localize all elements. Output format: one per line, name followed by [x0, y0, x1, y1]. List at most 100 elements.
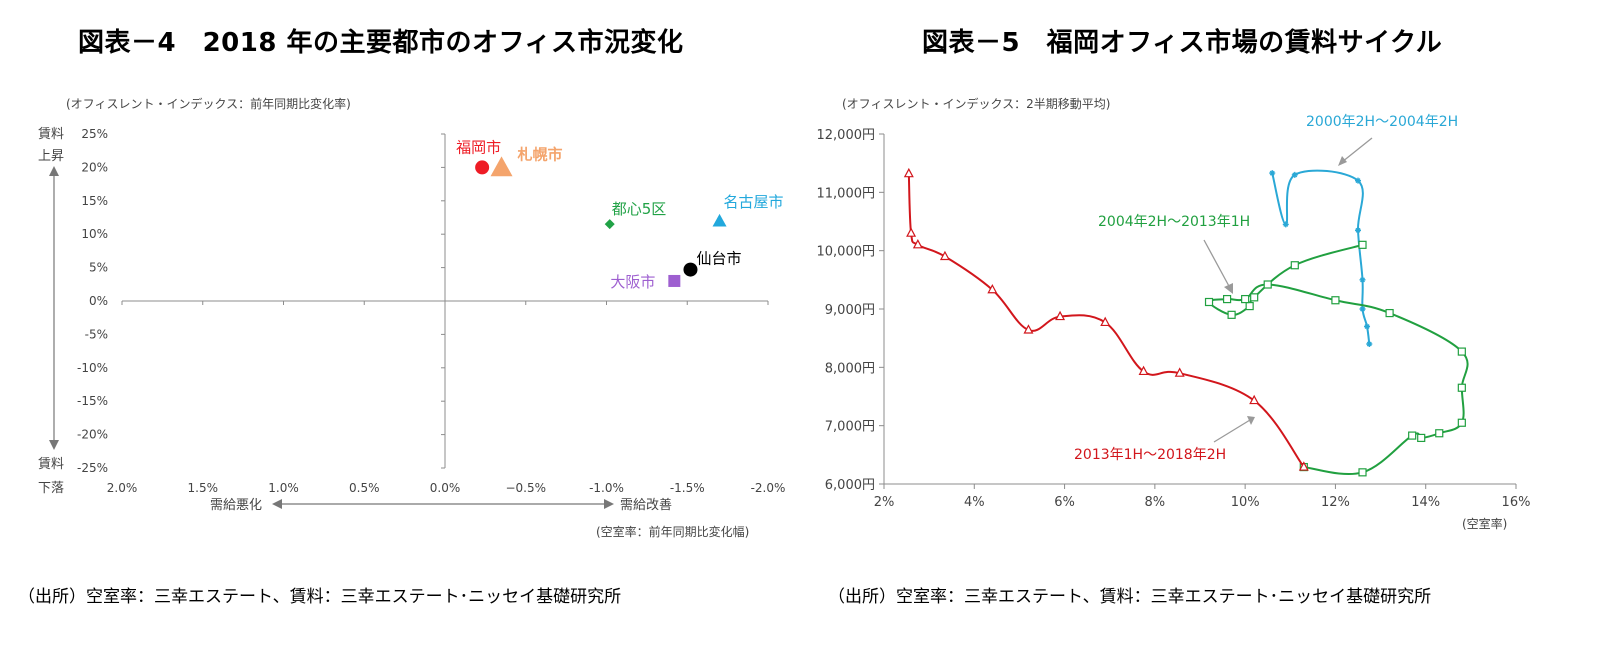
point-circle [475, 160, 490, 175]
data-point-asterisk [1355, 177, 1361, 184]
x-tick-label: 8% [1145, 495, 1166, 510]
data-point-square [1457, 418, 1466, 427]
data-point-asterisk [1359, 276, 1366, 283]
arrow-right-head [604, 499, 614, 509]
data-point-triangle [903, 167, 914, 178]
rent-cycle-line-chart: (オフィスレント・インデックス：2半期移動平均) (空室率) 6,000円 7,000… [817, 96, 1531, 531]
y-tick-label: -5% [85, 327, 108, 341]
x-tick-label: 1.5% [188, 481, 219, 495]
arrow-left-head [272, 499, 282, 509]
data-point-triangle [1249, 394, 1260, 405]
annotation-label-2004-2013: 2004年2H～2013年1H [1098, 214, 1250, 230]
point-square [668, 274, 681, 287]
x-tick-label: 16% [1502, 495, 1531, 510]
data-point-square [1408, 431, 1417, 440]
y-axis-title: (オフィスレント・インデックス：2半期移動平均) [842, 96, 1110, 111]
x-tick-label: 2.0% [107, 481, 138, 495]
y-tick-label: 7,000円 [825, 420, 875, 435]
right-source-note: （出所）空室率：三幸エステート、賃料：三幸エステート･ニッセイ基礎研究所 [828, 587, 1432, 607]
point-triangle [712, 213, 727, 227]
data-point-asterisk [1291, 171, 1298, 178]
data-point-triangle [912, 239, 923, 249]
y-tick-label: -20% [77, 428, 108, 442]
annotation-label-2000-2004: 2000年2H～2004年2H [1306, 114, 1458, 130]
data-point-square [1263, 280, 1272, 289]
data-point-square [1358, 468, 1367, 477]
x-tick-label: 10% [1231, 495, 1260, 510]
y-tick-label: -25% [77, 461, 108, 475]
annotation-arrow-2000-2004 [1341, 137, 1373, 163]
data-point-asterisk [1355, 227, 1361, 234]
data-point-square [1204, 297, 1214, 307]
rent-down-label-bottom: 下落 [38, 481, 64, 496]
data-point-triangle [939, 250, 950, 261]
data-point-triangle [1100, 316, 1111, 327]
data-point-asterisk [1359, 306, 1366, 312]
y-tick-label: 9,000円 [825, 303, 875, 318]
data-point-asterisk [1269, 170, 1276, 177]
y-tick-label: 11,000円 [817, 186, 876, 201]
data-point-asterisk [1282, 221, 1289, 228]
y-tick-label: -15% [77, 394, 108, 408]
data-point-square [1385, 308, 1394, 318]
x-tick-label: 0.5% [349, 481, 380, 495]
x-axis-title: (空室率：前年同期比変化幅) [596, 524, 749, 539]
x-tick-label: 6% [1054, 495, 1075, 510]
annotation-arrow-2004-2013 [1203, 239, 1231, 289]
y-axis-title: (オフィスレント・インデックス：前年同期比変化率) [66, 96, 351, 111]
left-source-note: （出所）空室率：三幸エステート、賃料：三幸エステート･ニッセイ基礎研究所 [18, 587, 622, 607]
data-point-square [1245, 301, 1254, 311]
x-axis-title: (空室率) [1462, 516, 1507, 531]
data-point-square [1457, 383, 1466, 392]
data-point-square [1457, 347, 1466, 356]
arrow-up-head [49, 166, 59, 176]
y-tick-label: 25% [81, 127, 108, 141]
data-point-triangle [987, 283, 998, 294]
data-point-triangle [1055, 310, 1066, 321]
data-point-asterisk [1364, 323, 1371, 330]
point-label: 都心5区 [612, 200, 667, 218]
y-tick-label: 20% [81, 160, 108, 174]
data-point-triangle [1138, 365, 1149, 376]
data-point-square [1250, 293, 1259, 302]
point-label: 大阪市 [610, 273, 655, 291]
supply-demand-better-label: 需給改善 [620, 497, 672, 513]
x-tick-label: 1.0% [268, 481, 299, 495]
annotation-arrow-2013-2018 [1213, 419, 1251, 443]
point-label: 福岡市 [456, 138, 501, 156]
rent-up-label-top: 賃料 [38, 127, 64, 142]
series-line-2000-2h-2004-2h [1271, 169, 1371, 345]
x-tick-label: -1.5% [670, 481, 705, 495]
x-tick-label: 0.0% [430, 481, 461, 495]
point-diamond [604, 219, 615, 230]
data-point-triangle [1023, 324, 1034, 334]
rent-down-label-top: 賃料 [38, 457, 64, 472]
data-point-square [1290, 261, 1299, 270]
point-triangle [490, 156, 513, 177]
data-point-triangle [1174, 367, 1185, 377]
y-tick-label: 10,000円 [817, 245, 876, 260]
data-point-square [1331, 296, 1340, 305]
point-label: 仙台市 [696, 250, 741, 268]
y-tick-label: 10% [81, 227, 108, 241]
x-tick-label: 12% [1321, 495, 1350, 510]
x-tick-label: 14% [1411, 495, 1440, 510]
x-tick-label: −0.5% [505, 481, 546, 495]
y-tick-label: -10% [77, 361, 108, 375]
scatter-chart-market-change: (オフィスレント・インデックス：前年同期比変化率) (空室率：前年同期比変化幅) 2… [38, 96, 786, 539]
x-tick-label: -2.0% [751, 481, 786, 495]
x-tick-label: 4% [964, 495, 985, 510]
data-point-square [1241, 294, 1250, 304]
series-line-2004-2h-2013-1h [1208, 243, 1469, 476]
y-tick-label: 0% [89, 294, 108, 308]
point-label: 名古屋市 [724, 193, 784, 211]
point-label: 札幌市 [517, 145, 563, 163]
rent-up-label-bottom: 上昇 [38, 149, 64, 164]
x-tick-label: 2% [874, 495, 895, 510]
data-point-square [1358, 240, 1367, 249]
y-tick-label: 12,000円 [817, 128, 876, 143]
y-tick-label: 8,000円 [825, 361, 875, 376]
y-tick-label: 5% [89, 261, 108, 275]
y-tick-label: 15% [81, 194, 108, 208]
data-point-square [1417, 433, 1426, 443]
